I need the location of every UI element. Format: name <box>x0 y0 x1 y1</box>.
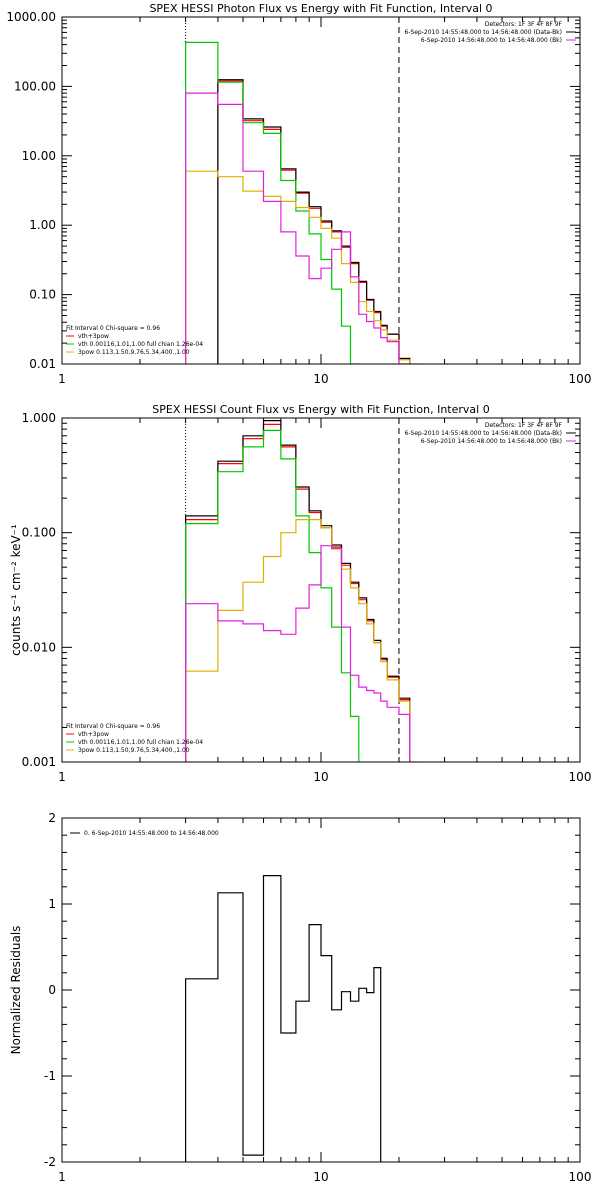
legend-entry: 3pow 0.113,1.50,9.76,5.34,400.,1.00 <box>78 349 190 356</box>
plot-frame <box>61 817 581 1163</box>
series-line-3 <box>185 519 420 762</box>
info-line: Detectors: 1F 3F 4F 8F 9F <box>485 21 563 28</box>
legend-entry: 0. 6-Sep-2010 14:55:48.000 to 14:56:48.0… <box>84 830 219 837</box>
series-line-4 <box>185 92 410 364</box>
series-line-0 <box>185 875 382 1162</box>
series-group <box>185 41 420 364</box>
y-tick-label: 0.100 <box>22 526 56 540</box>
plot-frame <box>61 16 581 365</box>
y-axis-label: counts s⁻¹ cm⁻² keV⁻¹ <box>9 524 23 656</box>
info-line: 6-Sep-2010 14:55:48.000 to 14:56:48.000 … <box>404 29 562 36</box>
x-tick-label: 1 <box>58 372 66 386</box>
y-tick-label: 0.10 <box>29 288 56 302</box>
y-tick-label: 10.00 <box>22 149 56 163</box>
y-tick-label: 0.01 <box>29 357 56 371</box>
x-tick-label: 1 <box>58 770 66 784</box>
y-tick-label: -2 <box>44 1155 56 1169</box>
photon-title: SPEX HESSI Photon Flux vs Energy with Fi… <box>149 2 492 15</box>
series-group <box>185 420 420 762</box>
count-flux-panel: SPEX HESSI Count Flux vs Energy with Fit… <box>9 403 591 784</box>
legend-entry: vth+3pow <box>78 333 109 340</box>
fit-header: Fit Interval 0 Chi-square = 0.96 <box>66 325 160 332</box>
y-tick-label: -1 <box>44 1069 56 1083</box>
series-line-3 <box>185 170 420 364</box>
series-line-2 <box>185 429 360 762</box>
x-tick-label: 100 <box>569 1170 592 1184</box>
x-tick-label: 1 <box>58 1170 66 1184</box>
x-tick-label: 10 <box>313 372 328 386</box>
legend-entry: 3pow 0.113,1.50,9.76,5.34,400.,1.00 <box>78 747 190 754</box>
series-line-1 <box>185 420 411 762</box>
legend-entry: vth 0.00116,1.01,1.00 full chian 1.26e-0… <box>78 341 203 348</box>
series-line-2 <box>185 41 359 364</box>
y-tick-label: 0.010 <box>22 640 56 654</box>
series-line-4 <box>185 545 411 762</box>
x-tick-label: 100 <box>569 372 592 386</box>
series-line-0 <box>185 423 411 762</box>
info-line: 6-Sep-2010 14:55:48.000 to 14:56:48.000 … <box>404 430 562 437</box>
y-tick-label: 0.001 <box>22 755 56 769</box>
residuals-panel: 1 10 100 -2 -1 0 1 2 Normalized Residuals 0. 6-Se… <box>9 811 591 1184</box>
fit-header: Fit Interval 0 Chi-square = 0.96 <box>66 723 160 730</box>
count-title: SPEX HESSI Count Flux vs Energy with Fit… <box>152 403 489 416</box>
y-axis-label: Normalized Residuals <box>9 926 23 1055</box>
y-tick-label: 100.00 <box>14 79 56 93</box>
y-tick-label: 0 <box>48 983 56 997</box>
info-line: Detectors: 1F 3F 4F 8F 9F <box>485 422 563 429</box>
x-tick-label: 10 <box>313 770 328 784</box>
x-tick-label: 100 <box>569 770 592 784</box>
x-tick-label: 10 <box>313 1170 328 1184</box>
y-tick-label: 1.000 <box>22 411 56 425</box>
photon-flux-panel: SPEX HESSI Photon Flux vs Energy with Fi… <box>6 2 591 386</box>
legend-entry: vth 0.00116,1.01,1.00 full chian 1.26e-0… <box>78 739 203 746</box>
info-line: 6-Sep-2010 14:56:48.000 to 14:56:48.000 … <box>421 37 562 44</box>
y-tick-label: 1.00 <box>29 218 56 232</box>
y-tick-label: 1 <box>48 897 56 911</box>
y-tick-label: 2 <box>48 811 56 825</box>
plot-frame <box>61 417 581 763</box>
y-tick-label: 1000.00 <box>6 10 56 24</box>
info-line: 6-Sep-2010 14:56:48.000 to 14:56:48.000 … <box>421 438 562 445</box>
series-group <box>185 875 382 1162</box>
legend-entry: vth+3pow <box>78 731 109 738</box>
